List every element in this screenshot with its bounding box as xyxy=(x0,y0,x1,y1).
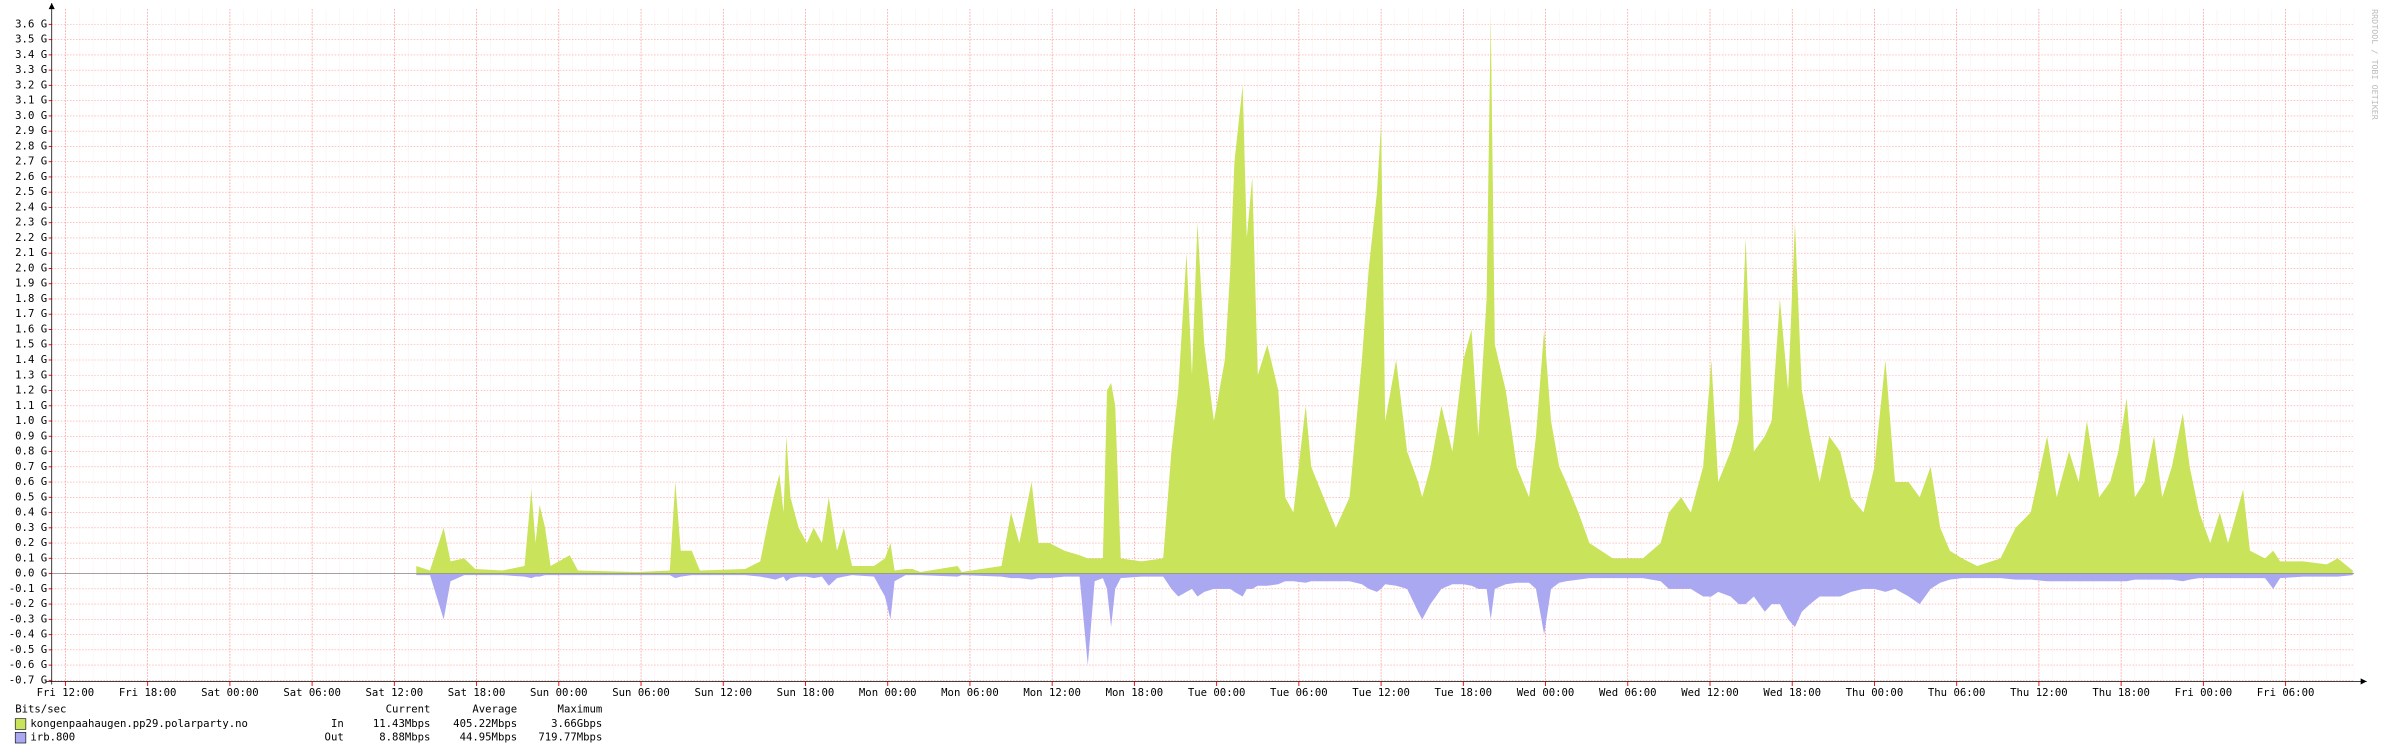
x-tick-label: Sun 18:00 xyxy=(777,686,835,699)
x-tick-label: Sun 00:00 xyxy=(530,686,588,699)
y-tick-label: 2.7 G xyxy=(15,155,47,168)
y-tick-label: 0.0 G xyxy=(15,567,47,580)
x-tick-label: Tue 18:00 xyxy=(1435,686,1493,699)
y-tick-label: 1.7 G xyxy=(15,307,47,320)
y-tick-label: 1.3 G xyxy=(15,368,47,381)
y-tick-label: 1.5 G xyxy=(15,338,47,351)
axis-layer: -0.7 G -0.6 G -0.5 G -0.4 G -0.3 G -0.2 G -0.1… xyxy=(9,3,2367,699)
y-tick-label: -0.1 G xyxy=(9,582,47,595)
x-tick-label: Sat 18:00 xyxy=(448,686,506,699)
watermark: RRDTOOL / TOBI OETIKER xyxy=(2370,9,2380,121)
legend-swatch xyxy=(14,732,27,744)
y-tick-label: 0.1 G xyxy=(15,551,47,564)
legend-header: Current xyxy=(386,703,431,716)
y-tick-label: 1.6 G xyxy=(15,322,47,335)
legend-average: 44.95Mbps xyxy=(460,731,518,744)
legend-current: 11.43Mbps xyxy=(373,717,431,730)
y-tick-label: -0.2 G xyxy=(9,597,47,610)
y-tick-label: 2.5 G xyxy=(15,185,47,198)
x-tick-label: Sun 06:00 xyxy=(612,686,670,699)
x-tick-label: Tue 00:00 xyxy=(1188,686,1246,699)
y-tick-label: 0.7 G xyxy=(15,460,47,473)
legend-unit: Bits/sec xyxy=(15,703,66,716)
x-tick-label: Sat 12:00 xyxy=(366,686,424,699)
x-tick-label: Wed 06:00 xyxy=(1599,686,1657,699)
y-tick-label: 0.6 G xyxy=(15,475,47,488)
y-tick-label: 1.1 G xyxy=(15,399,47,412)
y-tick-label: 2.8 G xyxy=(15,139,47,152)
legend-direction: Out xyxy=(325,731,344,744)
y-tick-label: 2.2 G xyxy=(15,231,47,244)
y-tick-label: 3.4 G xyxy=(15,48,47,61)
x-tick-label: Thu 12:00 xyxy=(2010,686,2068,699)
y-tick-label: 1.2 G xyxy=(15,384,47,397)
legend-average: 405.22Mbps xyxy=(453,717,517,730)
x-tick-label: Thu 00:00 xyxy=(1846,686,1904,699)
legend-name: irb.800 xyxy=(30,731,75,744)
x-tick-label: Fri 18:00 xyxy=(119,686,177,699)
y-tick-label: 3.6 G xyxy=(15,17,47,30)
x-tick-label: Sun 12:00 xyxy=(694,686,752,699)
x-tick-label: Tue 12:00 xyxy=(1352,686,1410,699)
y-tick-label: 1.8 G xyxy=(15,292,47,305)
y-tick-label: 3.1 G xyxy=(15,94,47,107)
y-axis-arrow xyxy=(48,3,55,10)
x-tick-label: Wed 12:00 xyxy=(1681,686,1739,699)
legend-current: 8.88Mbps xyxy=(379,731,430,744)
y-tick-label: 1.9 G xyxy=(15,277,47,290)
y-tick-label: 3.2 G xyxy=(15,78,47,91)
y-tick-label: 3.5 G xyxy=(15,33,47,46)
y-tick-label: 2.9 G xyxy=(15,124,47,137)
x-axis-arrow xyxy=(2360,678,2367,685)
legend-name: kongenpaahaugen.pp29.polarparty.no xyxy=(30,717,248,730)
y-tick-label: 2.4 G xyxy=(15,200,47,213)
y-tick-label: 2.3 G xyxy=(15,216,47,229)
y-tick-label: 0.8 G xyxy=(15,445,47,458)
y-tick-label: 1.4 G xyxy=(15,353,47,366)
x-tick-label: Fri 06:00 xyxy=(2257,686,2315,699)
y-tick-label: -0.7 G xyxy=(9,673,47,686)
y-tick-label: 1.0 G xyxy=(15,414,47,427)
y-tick-label: 0.9 G xyxy=(15,429,47,442)
x-tick-label: Mon 00:00 xyxy=(859,686,917,699)
legend-direction: In xyxy=(331,717,344,730)
legend: Bits/sec Current Average Maximum kongenp… xyxy=(14,703,603,744)
x-tick-label: Thu 06:00 xyxy=(1928,686,1986,699)
y-tick-label: 2.0 G xyxy=(15,261,47,274)
x-tick-label: Thu 18:00 xyxy=(2092,686,2150,699)
x-tick-label: Fri 00:00 xyxy=(2175,686,2233,699)
x-tick-label: Mon 12:00 xyxy=(1023,686,1081,699)
x-tick-label: Fri 12:00 xyxy=(37,686,95,699)
y-tick-label: 2.6 G xyxy=(15,170,47,183)
legend-header: Maximum xyxy=(558,703,603,716)
y-tick-label: -0.6 G xyxy=(9,658,47,671)
x-tick-label: Tue 06:00 xyxy=(1270,686,1328,699)
legend-swatch xyxy=(14,718,27,730)
legend-maximum: 719.77Mbps xyxy=(538,731,602,744)
y-tick-label: 0.4 G xyxy=(15,506,47,519)
x-tick-label: Wed 00:00 xyxy=(1517,686,1575,699)
x-tick-label: Sat 00:00 xyxy=(201,686,259,699)
y-tick-label: 0.2 G xyxy=(15,536,47,549)
area xyxy=(416,16,2353,574)
y-tick-label: -0.4 G xyxy=(9,628,47,641)
y-tick-label: 3.0 G xyxy=(15,109,47,122)
x-tick-label: Wed 18:00 xyxy=(1763,686,1821,699)
y-tick-label: -0.5 G xyxy=(9,643,47,656)
x-tick-label: Mon 18:00 xyxy=(1106,686,1164,699)
legend-header: Average xyxy=(472,703,517,716)
x-tick-label: Mon 06:00 xyxy=(941,686,999,699)
x-tick-label: Sat 06:00 xyxy=(283,686,341,699)
legend-maximum: 3.66Gbps xyxy=(551,717,602,730)
y-tick-label: 0.5 G xyxy=(15,490,47,503)
area-layer xyxy=(51,16,2355,666)
y-tick-label: -0.3 G xyxy=(9,612,47,625)
y-tick-label: 3.3 G xyxy=(15,63,47,76)
y-tick-label: 2.1 G xyxy=(15,246,47,259)
y-tick-label: 0.3 G xyxy=(15,521,47,534)
